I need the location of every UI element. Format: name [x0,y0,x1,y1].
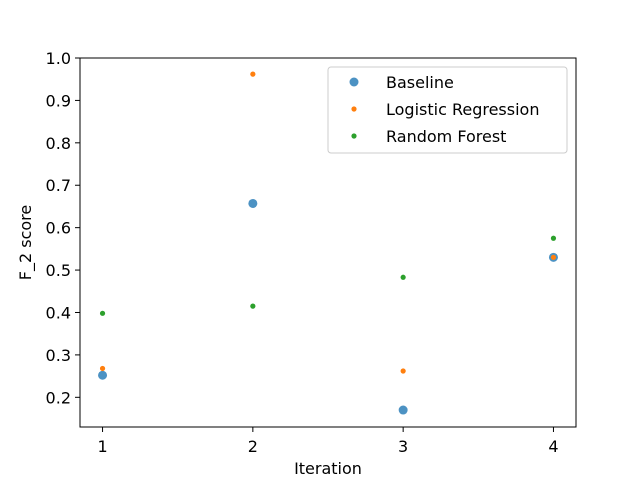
legend-box [327,66,568,154]
point-random-forest [99,310,106,316]
y-tick-label: 0.5 [46,261,71,280]
x-axis-label: Iteration [294,459,362,478]
point-logistic-regression [550,254,557,260]
y-tick-label: 1.0 [46,49,71,68]
x-tick-label: 1 [97,437,107,456]
y-axis-label: F_2 score [16,205,36,280]
x-tick-label: 3 [398,437,408,456]
point-logistic-regression [99,365,106,372]
legend-marker [351,133,357,139]
point-random-forest [250,303,256,309]
point-baseline [98,370,108,380]
legend-marker [349,77,359,87]
point-baseline [248,198,258,208]
y-tick-label: 0.7 [46,176,71,195]
legend-label: Baseline [386,73,454,92]
x-tick-label: 2 [248,437,258,456]
point-baseline [398,405,408,415]
plot-points [98,71,558,415]
legend-label: Random Forest [386,127,506,146]
x-tick-label: 4 [548,437,558,456]
y-tick-label: 0.3 [46,346,71,365]
y-tick-label: 0.8 [46,134,71,153]
point-logistic-regression [400,368,406,374]
point-logistic-regression [250,71,256,77]
y-tick-label: 0.2 [46,388,71,407]
point-random-forest [550,235,557,241]
y-tick-label: 0.4 [46,303,71,322]
legend-label: Logistic Regression [386,100,539,119]
legend: Baseline Logistic Regression Random Forest [327,66,568,154]
x-axis: 1 2 3 4 [97,427,559,456]
y-axis: 0.2 0.3 0.4 0.5 0.6 0.7 0.8 0.9 1.0 [46,49,80,407]
y-tick-label: 0.6 [46,219,71,238]
plot-frame [79,57,577,428]
legend-marker [351,106,357,112]
y-tick-label: 0.9 [46,91,71,110]
point-random-forest [400,274,406,280]
